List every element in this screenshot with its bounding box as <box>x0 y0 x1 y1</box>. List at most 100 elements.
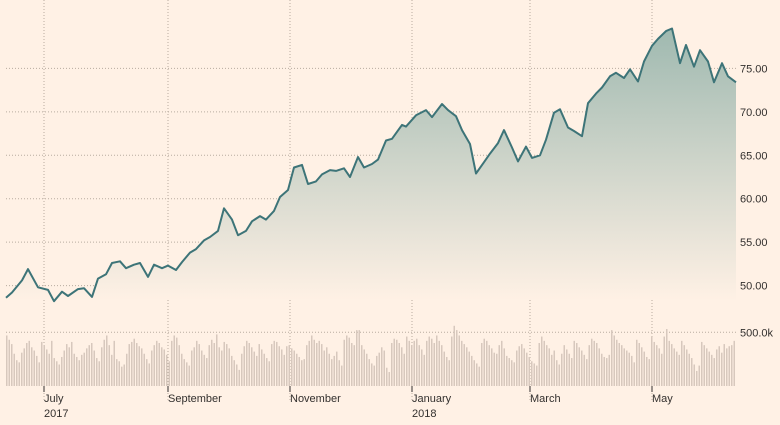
volume-bar <box>148 363 150 386</box>
volume-bar <box>391 343 393 386</box>
volume-bar <box>521 344 523 386</box>
volume-bar <box>533 363 535 386</box>
volume-bar <box>721 352 723 386</box>
volume-bar <box>226 344 228 386</box>
volume-bar <box>491 348 493 386</box>
volume-bar <box>633 362 635 386</box>
volume-bar <box>618 343 620 386</box>
volume-bar <box>201 350 203 386</box>
volume-bar <box>211 339 213 386</box>
date-tick-label: March <box>530 393 561 405</box>
volume-bar <box>368 359 370 386</box>
volume-bar <box>693 364 695 386</box>
volume-bar <box>286 346 288 386</box>
volume-bar <box>301 360 303 386</box>
volume-bar <box>128 344 130 386</box>
volume-bar <box>258 344 260 386</box>
volume-bar <box>151 350 153 386</box>
date-tick-label: January <box>412 393 452 405</box>
volume-bar <box>691 358 693 386</box>
volume-bar <box>488 345 490 386</box>
volume-bar <box>386 367 388 386</box>
volume-bar <box>101 347 103 386</box>
volume-bar <box>466 347 468 386</box>
volume-bar <box>591 338 593 386</box>
volume-bar <box>223 341 225 386</box>
volume-bar <box>98 361 100 386</box>
volume-bar <box>278 346 280 386</box>
volume-bar <box>733 340 735 386</box>
volume-bar <box>423 354 425 386</box>
volume-bar <box>666 329 668 386</box>
volume-bar <box>186 362 188 386</box>
volume-bar <box>71 341 73 386</box>
volume-bar <box>171 340 173 386</box>
volume-bar <box>671 344 673 386</box>
volume-bar <box>673 348 675 386</box>
volume-bar <box>173 335 175 386</box>
volume-bar <box>566 349 568 386</box>
volume-bar <box>358 330 360 386</box>
volume-bar <box>398 343 400 386</box>
volume-bar <box>138 346 140 386</box>
price-line <box>5 27 737 303</box>
volume-bar <box>28 340 30 386</box>
volume-bar <box>6 335 8 386</box>
volume-bar <box>253 351 255 386</box>
volume-bar <box>446 356 448 386</box>
volume-bar <box>293 350 295 386</box>
volume-bar <box>456 330 458 386</box>
volume-bar <box>168 361 170 386</box>
volume-bar <box>608 354 610 386</box>
volume-bar <box>511 360 513 386</box>
volume-bar <box>196 340 198 386</box>
volume-bar <box>38 362 40 386</box>
volume-bar <box>46 349 48 386</box>
volume-bar <box>476 363 478 386</box>
volume-bar <box>421 349 423 386</box>
volume-bar <box>21 352 23 386</box>
volume-bar <box>613 335 615 386</box>
volume-bar <box>588 345 590 386</box>
volume-bar <box>696 370 698 386</box>
volume-bar <box>658 348 660 386</box>
volume-bar <box>58 364 60 386</box>
volume-bar <box>438 340 440 386</box>
volume-bar <box>481 343 483 386</box>
date-tick-label: September <box>168 393 222 405</box>
volume-bar <box>396 339 398 386</box>
volume-bar <box>276 341 278 386</box>
volume-bar <box>628 352 630 386</box>
volume-bar <box>48 353 50 386</box>
volume-bar <box>18 362 20 386</box>
volume-bar <box>656 345 658 386</box>
volume-bar <box>373 365 375 386</box>
volume-bar <box>581 350 583 386</box>
volume-bar <box>426 340 428 386</box>
volume-bar <box>548 348 550 386</box>
volume-bar <box>221 350 223 386</box>
volume-bar <box>308 340 310 386</box>
volume-bar <box>436 335 438 386</box>
price-tick-label: 65.00 <box>740 150 768 162</box>
volume-bar <box>401 347 403 386</box>
volume-bar <box>541 336 543 386</box>
volume-bar <box>23 348 25 386</box>
volume-bar <box>538 343 540 386</box>
volume-bar <box>728 346 730 386</box>
volume-bar <box>703 345 705 386</box>
year-tick-label: 2017 <box>44 408 68 420</box>
volume-bar <box>486 340 488 386</box>
volume-bar <box>233 360 235 386</box>
volume-bar <box>76 356 78 386</box>
volume-bar <box>248 343 250 386</box>
volume-bar <box>33 350 35 386</box>
volume-bar <box>433 343 435 386</box>
volume-bar <box>718 346 720 386</box>
volume-bar <box>316 343 318 386</box>
volume-bar <box>556 360 558 386</box>
volume-bar <box>11 344 13 386</box>
volume-bar <box>536 365 538 386</box>
volume-bar <box>243 346 245 386</box>
price-tick-label: 60.00 <box>740 194 768 206</box>
